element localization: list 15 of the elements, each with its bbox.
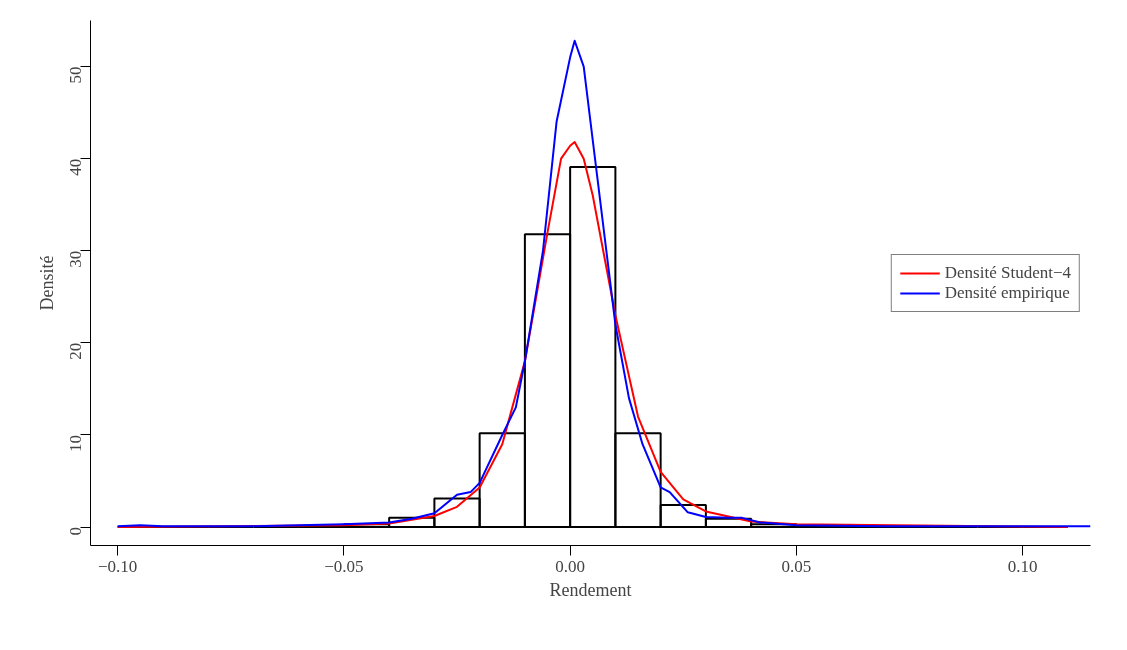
x-tick-label: 0.00: [555, 556, 586, 576]
legend-label: Densité empirique: [944, 282, 1070, 303]
y-tick-label: 0: [66, 527, 85, 536]
x-tick-label: 0.10: [1007, 556, 1038, 576]
y-tick-label: 30: [66, 250, 85, 268]
y-tick-label: 10: [66, 434, 85, 452]
y-axis-title: Densité: [36, 255, 57, 311]
y-tick-label: 50: [66, 66, 85, 84]
x-axis-title: Rendement: [549, 579, 632, 600]
y-tick-label: 20: [66, 342, 85, 360]
x-tick-label: 0.05: [781, 556, 812, 576]
legend-label: Densité Student−4: [944, 262, 1071, 283]
x-tick-label: −0.05: [324, 556, 364, 576]
x-tick-label: −0.10: [97, 556, 138, 576]
y-tick-label: 40: [66, 158, 85, 176]
